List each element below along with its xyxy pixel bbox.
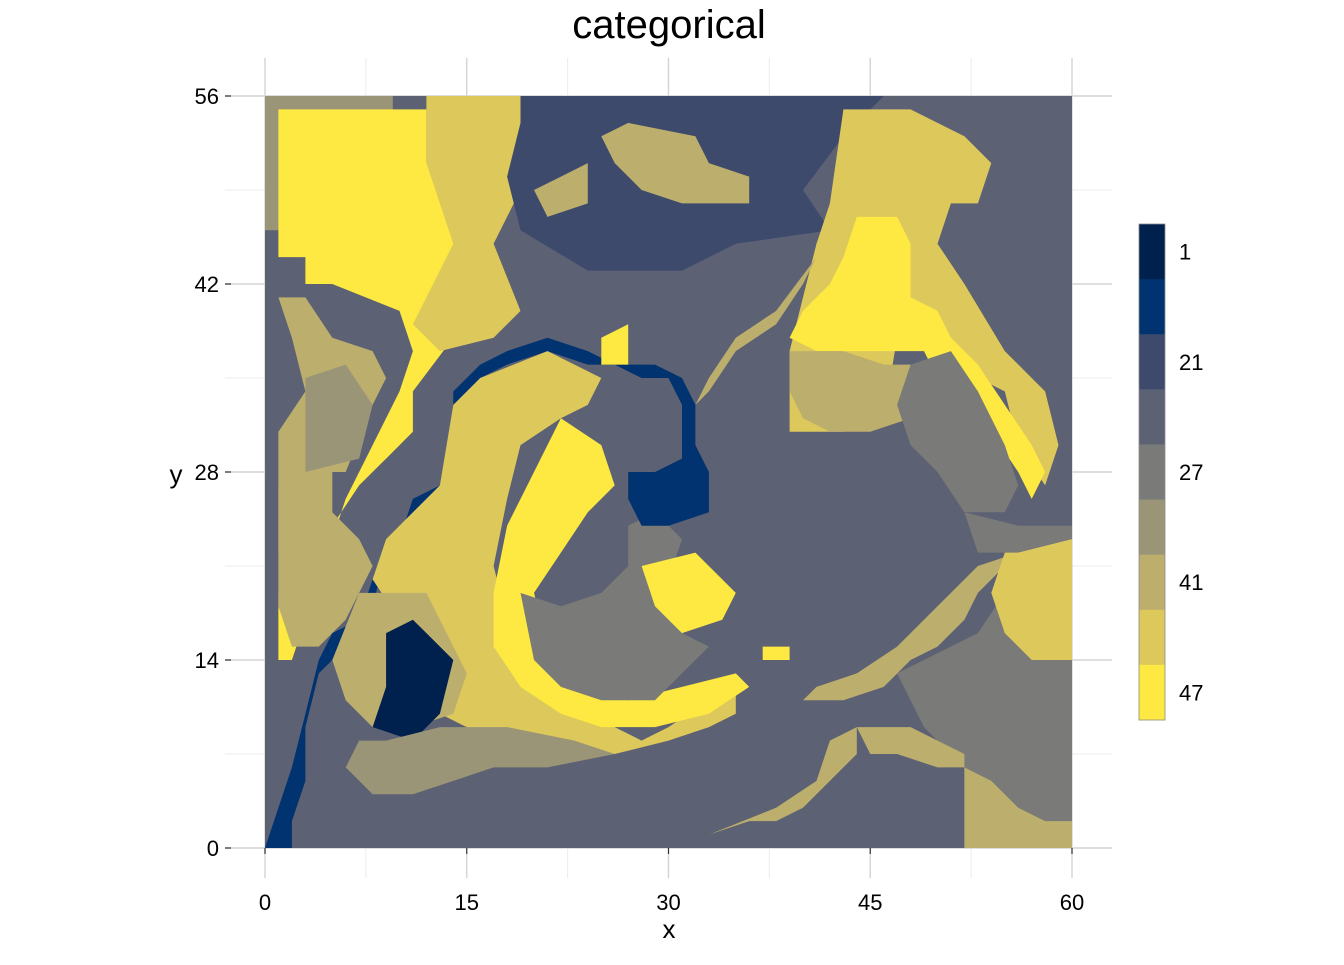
- heatmap-region-25: [345, 727, 615, 795]
- heatmap-region-32: [964, 512, 1072, 553]
- legend-color-swatch: [1139, 279, 1165, 335]
- legend-label: 21: [1179, 350, 1203, 375]
- x-tick-label: 30: [656, 890, 680, 915]
- heatmap-region-2: [278, 109, 481, 660]
- y-tick-label: 14: [195, 648, 219, 673]
- legend-color-swatch: [1139, 444, 1165, 501]
- legend-color-swatch: [1139, 389, 1165, 445]
- heatmap-region-9: [534, 163, 588, 217]
- legend-color-swatch: [1139, 499, 1165, 556]
- heatmap-region-19: [641, 552, 736, 634]
- heatmap-region-12: [789, 216, 1046, 499]
- legend-color-swatch: [1139, 334, 1165, 390]
- legend-label: 47: [1179, 680, 1203, 705]
- heatmap-region-18: [520, 512, 709, 701]
- legend-bar-frame: [1138, 223, 1166, 721]
- heatmap-region-16: [372, 351, 736, 754]
- heatmap-region-30: [964, 767, 1072, 848]
- y-tick-label: 56: [195, 84, 219, 109]
- heatmap-region-10: [883, 96, 1072, 848]
- heatmap-region-27: [803, 552, 1019, 701]
- axis-layer: 0 15 30 45 60 0 14 28 42 56: [195, 84, 1085, 915]
- x-tick-label: 45: [858, 890, 882, 915]
- legend: 1 21 27 41 47: [1138, 223, 1203, 721]
- y-tick-label: 0: [207, 836, 219, 861]
- heatmap-region-17: [493, 418, 750, 728]
- heatmap-region-28: [991, 539, 1072, 660]
- heatmap-region-5: [305, 364, 373, 472]
- heatmap-region-31: [695, 257, 817, 405]
- heatmap-region-13: [789, 351, 911, 432]
- heatmap-region-22: [762, 646, 790, 660]
- data-layer: [265, 96, 1072, 848]
- heatmap-region-8: [601, 122, 750, 204]
- x-tick-label: 15: [455, 890, 479, 915]
- legend-label: 1: [1179, 240, 1191, 265]
- heatmap-region-29: [856, 727, 965, 768]
- x-tick-label: 0: [259, 890, 271, 915]
- x-axis-title: x: [663, 914, 676, 944]
- legend-color-swatch: [1139, 554, 1165, 611]
- legend-label: 27: [1179, 460, 1203, 485]
- legend-color-swatch: [1139, 664, 1165, 721]
- chart-title: categorical: [572, 3, 765, 47]
- heatmap-region-24: [372, 619, 454, 741]
- y-tick-label: 42: [195, 272, 219, 297]
- legend-label: 41: [1179, 570, 1203, 595]
- y-tick-label: 28: [195, 460, 219, 485]
- legend-color-swatch: [1139, 609, 1165, 666]
- heatmap-region-21: [628, 458, 709, 526]
- legend-color-swatch: [1139, 224, 1165, 280]
- x-tick-label: 60: [1060, 890, 1084, 915]
- heatmap-region-20: [601, 324, 629, 365]
- heatmap-region-14: [897, 351, 1019, 513]
- heatmap-region-6: [278, 472, 373, 647]
- y-axis-title: y: [170, 459, 183, 489]
